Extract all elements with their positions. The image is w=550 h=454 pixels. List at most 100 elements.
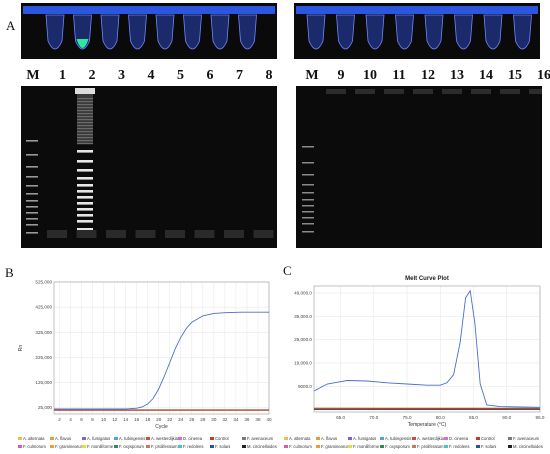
- legend-label: Control: [481, 436, 495, 441]
- legend-swatch: [242, 445, 246, 449]
- pcr-tube: [306, 14, 326, 50]
- marker-band: [302, 223, 314, 225]
- legend-label: F. solani: [481, 444, 497, 449]
- legend-swatch: [348, 445, 352, 449]
- legend-item: F. graminearum: [316, 444, 350, 449]
- marker-band: [26, 206, 38, 208]
- y-tick-label: 225,000: [35, 355, 52, 360]
- lane-label: 16: [537, 68, 550, 83]
- y-tick-label: 29,000.0: [294, 337, 312, 342]
- marker-band: [26, 224, 38, 226]
- lane-label: 14: [479, 68, 493, 83]
- smear-band: [77, 113, 93, 115]
- x-axis-label: Temperature (°C): [408, 422, 447, 428]
- lamp-band: [77, 214, 93, 217]
- x-axis-label: Cycle: [155, 424, 168, 430]
- legend-swatch: [82, 445, 86, 449]
- legend-label: A. alternata: [289, 436, 311, 441]
- legend-label: F. redolens: [183, 444, 204, 449]
- legend-swatch: [284, 437, 288, 441]
- melt-curve-chart: Melt Curve Plot 65.0 70.0 75.0 80.0 85.0 90.0 9…: [294, 276, 545, 428]
- smear-band: [77, 101, 93, 103]
- x-tick-label: 8: [91, 417, 94, 422]
- panel-label-c: C: [283, 263, 292, 278]
- panel-label-b: B: [5, 265, 14, 280]
- x-tick-label: 65.0: [336, 415, 345, 420]
- x-tick-label: 22: [167, 417, 173, 422]
- legend-item: F. oxysporum: [114, 444, 144, 449]
- legend-item: A. westerdijkiae: [146, 436, 180, 441]
- well-band: [326, 89, 346, 94]
- legend-melt-curve: A. alternata A. flavus A. fumigatus A. tubi…: [284, 436, 546, 452]
- x-tick-label: 40: [266, 417, 272, 422]
- legend-item: F. redolens: [444, 444, 469, 449]
- marker-band: [26, 200, 38, 202]
- marker-band: [26, 166, 38, 168]
- legend-swatch: [210, 445, 214, 449]
- y-tick-label: 9000.0: [298, 384, 312, 389]
- legend-swatch: [380, 437, 384, 441]
- legend-label: A. tubingensis: [119, 436, 146, 441]
- primer-band: [76, 230, 97, 238]
- legend-item: F. proliferatum: [146, 444, 178, 449]
- legend-label: A. alternata: [23, 436, 45, 441]
- smear-band: [77, 143, 93, 145]
- legend-label: F. moniliforme: [353, 444, 380, 449]
- x-tick-label: 70.0: [369, 415, 378, 420]
- marker-band: [302, 199, 314, 201]
- smear-band: [77, 137, 93, 139]
- lane-label: 7: [236, 68, 243, 83]
- well-band: [529, 89, 549, 94]
- gel-bands-left: [26, 88, 274, 238]
- marker-band: [26, 212, 38, 214]
- smear-band: [77, 107, 93, 109]
- lane-label: 11: [392, 68, 406, 83]
- legend-item: D. cinerea: [444, 436, 468, 441]
- gel-image-right: [296, 86, 549, 248]
- lamp-band: [77, 196, 93, 199]
- marker-band: [302, 205, 314, 207]
- x-tick-label: 75.0: [403, 415, 412, 420]
- x-tick-label: 10: [101, 417, 107, 422]
- smear-band: [77, 128, 93, 130]
- legend-label: A. flavus: [321, 436, 338, 441]
- marker-band: [302, 162, 314, 164]
- pcr-tube: [210, 14, 230, 50]
- pcr-tube: [336, 14, 355, 50]
- lane-label: 8: [265, 68, 273, 83]
- x-tick-label: 12: [112, 417, 118, 422]
- legend-swatch: [508, 437, 512, 441]
- lane-label: 2: [88, 68, 96, 83]
- legend-item: F. moniliforme: [82, 444, 113, 449]
- tube-photo-right: [294, 3, 540, 59]
- lane-label: 6: [206, 68, 214, 83]
- lane-label: 3: [118, 68, 125, 83]
- smear-band: [77, 122, 93, 124]
- pcr-tube: [424, 14, 444, 50]
- primer-band: [253, 230, 274, 238]
- y-tick-label: 425,000: [35, 305, 52, 310]
- lamp-band: [77, 228, 93, 231]
- y-tick-label: 125,000: [35, 380, 52, 385]
- lamp-band: [77, 208, 93, 211]
- x-tick-label: 95.0: [536, 415, 545, 420]
- legend-label: F. moniliforme: [87, 444, 114, 449]
- pcr-tube: [155, 14, 175, 50]
- amplification-chart: 2 4 6 8 10 12 14 16 18 20 22 24 26 28 30 32 34 36 38 4025,0…: [18, 280, 272, 431]
- legend-swatch: [178, 437, 182, 441]
- plot-frame: [53, 281, 270, 415]
- legend-item: F. solani: [476, 444, 496, 449]
- primer-band: [165, 230, 185, 238]
- lamp-band: [77, 184, 93, 187]
- lamp-band: [77, 202, 93, 205]
- lane-label: 1: [59, 68, 66, 83]
- legend-swatch: [444, 445, 448, 449]
- lane-label: 15: [508, 68, 522, 83]
- legend-swatch: [82, 437, 86, 441]
- smear-band: [77, 98, 93, 100]
- tube-cap-strip: [296, 6, 538, 14]
- legend-label: F. avenaceum: [247, 436, 274, 441]
- pcr-tube: [513, 14, 532, 50]
- legend-swatch: [210, 437, 214, 441]
- x-tick-label: 14: [123, 417, 129, 422]
